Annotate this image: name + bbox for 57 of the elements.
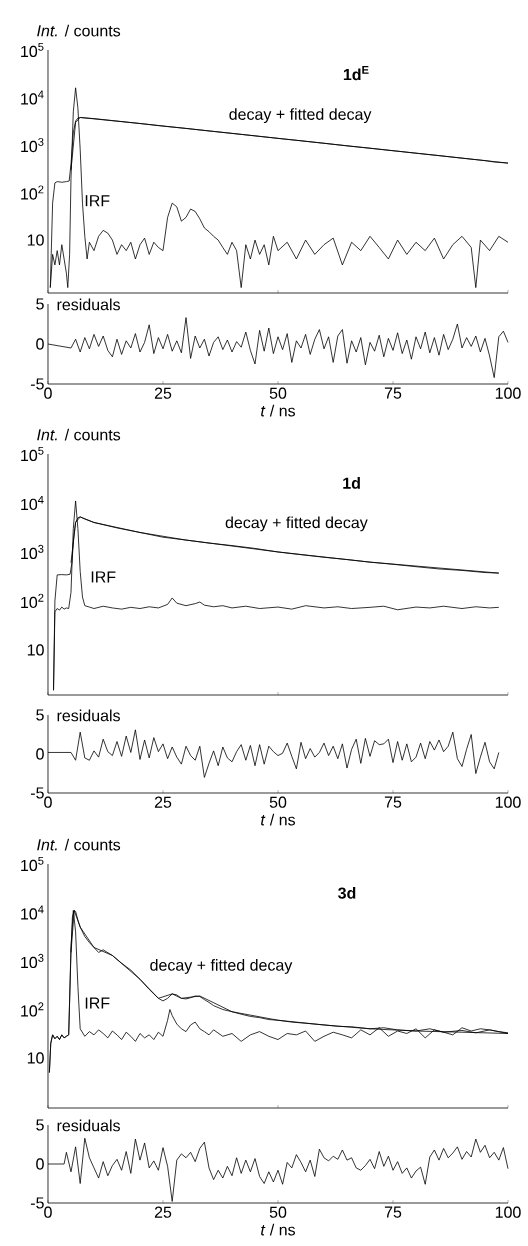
y-tick-label: 0 [36,1158,44,1170]
y-tick-label: 0 [36,748,44,760]
text: 3d [338,887,356,899]
x-tick-label: 0 [44,1206,52,1218]
x-tick-label: 100 [495,796,521,808]
x-tick-label: 0 [44,387,52,399]
x-axis-title: t / ns [261,1223,296,1236]
x-axis-title: t / ns [261,404,296,417]
y-tick-label: 10$^{4}$ [21,495,44,511]
y-tick-label: 5 [36,298,44,310]
x-tick-label: 100 [495,387,521,399]
y-tick-label: 10 [27,234,44,246]
y-tick-label: 10$^{3}$ [21,953,44,969]
annotation: IRF [91,571,116,583]
y-tick-label: 10$^{2}$ [21,593,44,609]
annotation: IRF [85,195,110,207]
x-tick-label: 25 [154,796,172,808]
x-tick-label: 0 [44,796,52,808]
annotation: decay + fitted decay [150,959,293,974]
y-tick-label: 10$^{4}$ [21,905,44,920]
text: 1d [343,477,360,489]
x-tick-label: 75 [384,1206,402,1218]
x-tick-label: 75 [384,387,402,399]
y-tick-label: 10$^{5}$ [21,42,44,58]
y-axis-title: residuals [57,709,120,722]
y-tick-label: -5 [30,787,44,799]
x-tick-label: 50 [269,796,287,808]
x-tick-label: 75 [384,796,402,808]
y-tick-label: 10$^{2}$ [21,1002,44,1017]
x-tick-label: 100 [495,1206,521,1218]
text: 1d$^{E}$ [343,66,369,81]
y-tick-label: -5 [30,378,44,390]
y-tick-label: 0 [36,338,44,350]
x-axis-title: t / ns [261,813,296,826]
y-tick-label: 10 [27,1052,44,1064]
y-tick-label: -5 [30,1197,44,1209]
y-axis-title: Int. / counts [37,428,121,441]
y-tick-label: 10$^{5}$ [21,446,44,462]
annotation: decay + fitted decay [225,516,368,532]
x-tick-label: 25 [154,1206,172,1218]
y-tick-label: 10$^{5}$ [21,856,44,872]
y-axis-title: Int. / counts [37,838,121,851]
y-tick-label: 5 [36,1119,44,1131]
x-tick-label: 25 [154,387,172,399]
y-tick-label: 10$^{4}$ [21,90,44,105]
x-tick-label: 50 [269,387,287,399]
y-tick-label: 10$^{2}$ [21,185,44,200]
y-axis-title: residuals [57,1119,120,1132]
y-axis-title: residuals [57,298,120,311]
annotation: decay + fitted decay [229,108,372,124]
y-tick-label: 10$^{3}$ [21,137,44,153]
y-axis-title: Int. / counts [37,24,121,37]
y-tick-label: 5 [36,709,44,721]
annotation: IRF [85,997,110,1009]
y-tick-label: 10$^{3}$ [21,544,44,560]
y-tick-label: 10 [27,644,44,656]
x-tick-label: 50 [269,1206,287,1218]
